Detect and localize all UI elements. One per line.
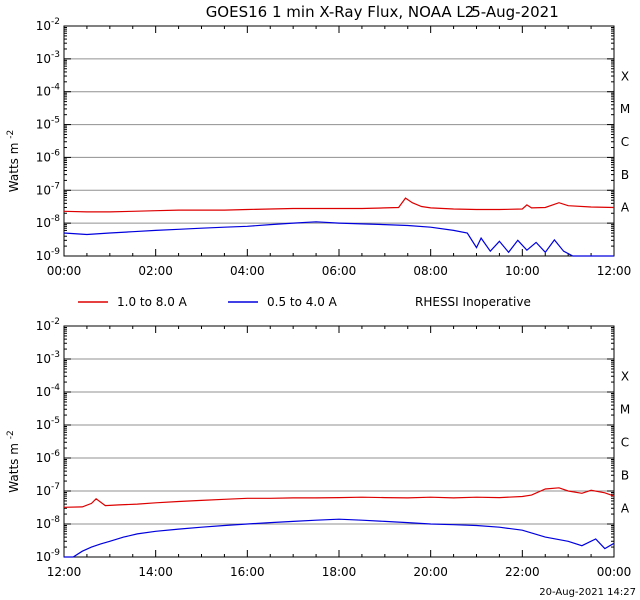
y-tick-label: 10-8 [36, 515, 61, 531]
class-label-x: X [621, 370, 629, 384]
x-tick-label: 02:00 [138, 264, 173, 278]
class-label-b: B [621, 469, 629, 483]
x-tick-label: 18:00 [322, 565, 357, 579]
y-tick-label: 10-5 [36, 116, 60, 132]
x-tick-label: 06:00 [322, 264, 357, 278]
legend: 1.0 to 8.0 A 0.5 to 4.0 A RHESSI Inopera… [78, 295, 531, 309]
x-tick-label: 04:00 [230, 264, 265, 278]
legend-label-long: 1.0 to 8.0 A [117, 295, 188, 309]
class-label-b: B [621, 168, 629, 182]
y-tick-label: 10-9 [36, 247, 61, 263]
x-tick-label: 10:00 [505, 264, 540, 278]
chart-title: GOES16 1 min X-Ray Flux, NOAA L2 [206, 3, 475, 21]
panel-bottom: 10-2 10-3 10-4 10-5 10-6 10-7 10-8 10-912:00 14:… [6, 317, 631, 579]
y-tick-label: 10-7 [36, 181, 60, 197]
panel-top: 10-2 10-3 10-4 10-5 10-6 10-7 10-8 10-900:00 02:… [6, 17, 631, 278]
legend-label-short: 0.5 to 4.0 A [267, 295, 338, 309]
y-axis-label: Watts m -2 [6, 430, 21, 492]
x-tick-label: 08:00 [413, 264, 448, 278]
y-tick-label: 10-2 [36, 17, 60, 33]
x-tick-label: 00:00 [597, 565, 632, 579]
chart-date: 5-Aug-2021 [471, 3, 559, 21]
legend-note: RHESSI Inoperative [415, 295, 531, 309]
x-tick-label: 14:00 [138, 565, 173, 579]
series-line-long-wavelength [63, 487, 615, 508]
y-axis-label: Watts m -2 [6, 130, 21, 192]
y-tick-label: 10-5 [36, 416, 60, 432]
class-label-m: M [620, 102, 630, 116]
series-line-short-wavelength [64, 518, 615, 558]
x-tick-label: 12:00 [47, 565, 82, 579]
y-tick-label: 10-3 [36, 50, 60, 66]
class-label-a: A [621, 201, 630, 215]
class-label-c: C [621, 135, 629, 149]
x-tick-label: 12:00 [597, 264, 632, 278]
class-label-m: M [620, 403, 630, 417]
class-label-a: A [621, 502, 630, 516]
x-tick-label: 22:00 [505, 565, 540, 579]
series-line-short-wavelength [63, 221, 614, 257]
generated-timestamp: 20-Aug-2021 14:27 [539, 587, 636, 598]
y-tick-label: 10-3 [36, 350, 60, 366]
plot-frame [63, 25, 615, 257]
y-tick-label: 10-4 [36, 83, 61, 99]
plot-frame [63, 325, 615, 558]
x-tick-label: 00:00 [47, 264, 82, 278]
x-tick-label: 16:00 [230, 565, 265, 579]
y-tick-label: 10-7 [36, 482, 60, 498]
x-tick-label: 20:00 [413, 565, 448, 579]
y-tick-label: 10-9 [36, 548, 61, 564]
y-tick-label: 10-4 [36, 383, 61, 399]
class-label-x: X [621, 69, 629, 83]
class-label-c: C [621, 436, 629, 450]
y-tick-label: 10-2 [36, 317, 60, 333]
y-tick-label: 10-6 [36, 449, 61, 465]
y-tick-label: 10-8 [36, 214, 61, 230]
series-line-long-wavelength [63, 197, 615, 213]
y-tick-label: 10-6 [36, 148, 61, 164]
